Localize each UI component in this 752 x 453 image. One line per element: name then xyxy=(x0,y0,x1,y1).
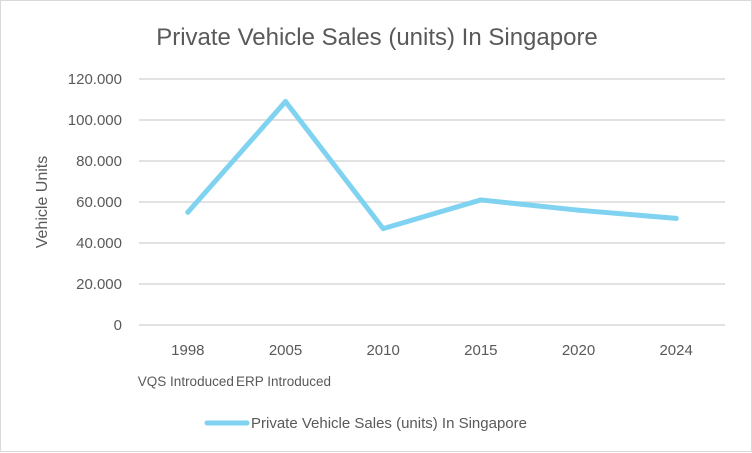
series xyxy=(185,99,679,232)
legend-label: Private Vehicle Sales (units) In Singapo… xyxy=(251,415,527,432)
y-tick-label: 60.000 xyxy=(76,194,122,211)
y-tick-label: 80.000 xyxy=(76,153,122,170)
y-axis-ticks: 0 20.000 40.000 60.000 80.000 100.000 120.000 xyxy=(68,71,122,334)
data-point[interactable] xyxy=(283,99,288,105)
category-note: VQS Introduced xyxy=(138,374,234,389)
x-tick-label: 2020 xyxy=(562,342,595,359)
y-tick-label: 120.000 xyxy=(68,71,122,88)
category-note: ERP Introduced xyxy=(236,374,331,389)
y-tick-label: 0 xyxy=(114,317,122,334)
x-tick-label: 2015 xyxy=(464,342,497,359)
data-point[interactable] xyxy=(478,197,484,203)
data-point[interactable] xyxy=(673,215,679,221)
category-notes: VQS Introduced ERP Introduced xyxy=(138,374,331,389)
x-tick-label: 1998 xyxy=(171,342,204,359)
x-axis-ticks: 1998 2005 2010 2015 2020 2024 xyxy=(171,342,693,359)
x-tick-label: 2010 xyxy=(366,342,399,359)
x-tick-label: 2024 xyxy=(659,342,692,359)
data-point[interactable] xyxy=(576,207,581,213)
y-tick-label: 100.000 xyxy=(68,112,122,129)
chart-title: Private Vehicle Sales (units) In Singapo… xyxy=(156,24,598,51)
data-point[interactable] xyxy=(380,226,386,232)
y-axis-label: Vehicle Units xyxy=(34,156,51,249)
legend[interactable]: Private Vehicle Sales (units) In Singapo… xyxy=(204,415,527,432)
series-line[interactable] xyxy=(185,99,679,232)
x-tick-label: 2005 xyxy=(269,342,302,359)
y-tick-label: 20.000 xyxy=(76,276,122,293)
y-tick-label: 40.000 xyxy=(76,235,122,252)
data-point[interactable] xyxy=(185,209,191,215)
gridlines xyxy=(139,78,725,326)
